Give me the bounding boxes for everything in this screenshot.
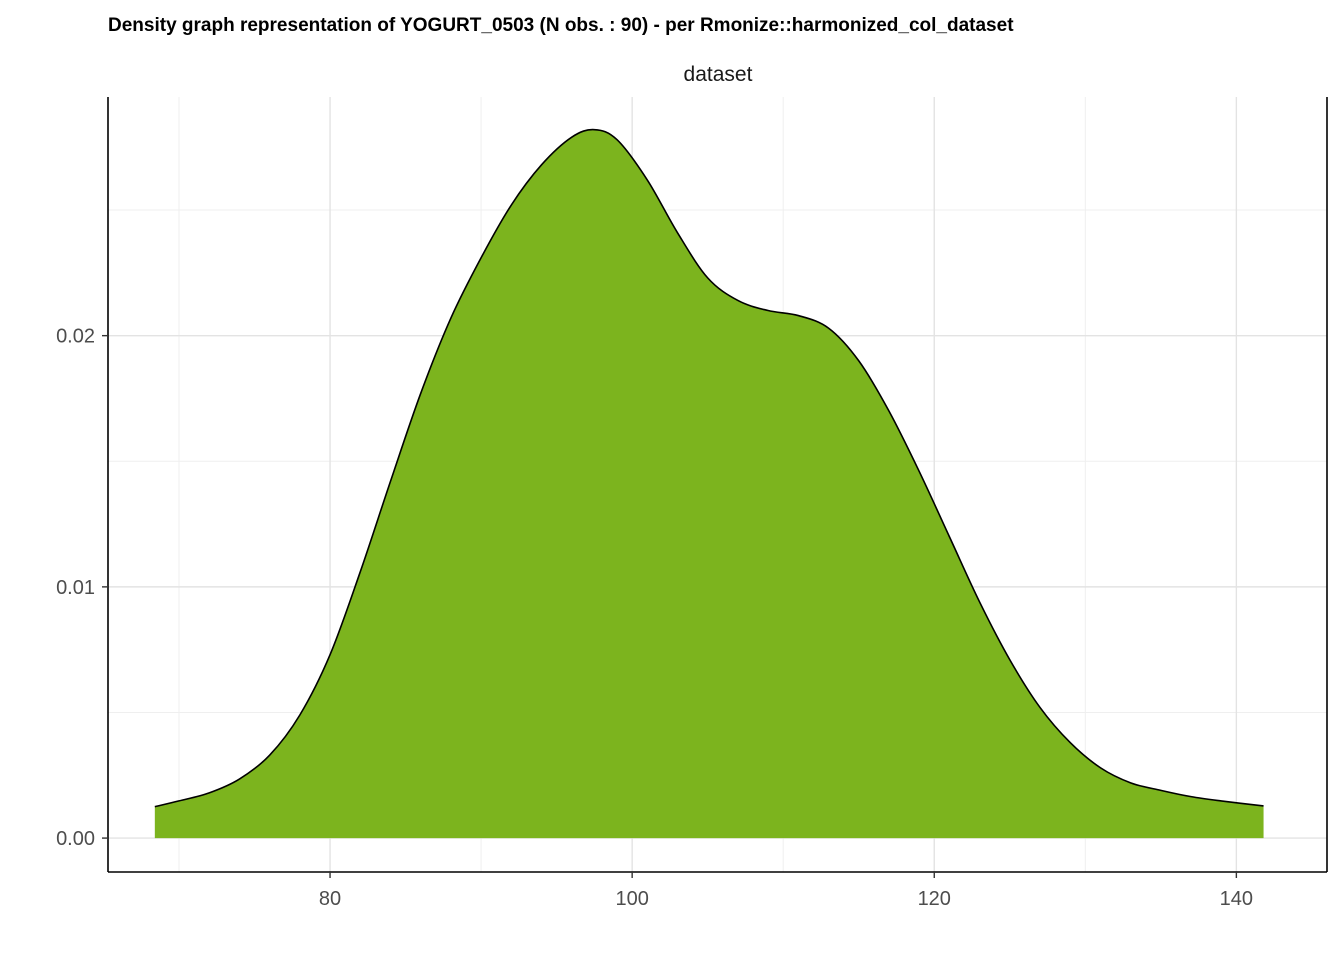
chart-title: Density graph representation of YOGURT_0… (108, 15, 1014, 36)
facet-label: dataset (684, 63, 753, 86)
y-tick-label: 0.01 (56, 577, 95, 599)
x-tick-label: 80 (319, 888, 341, 910)
y-tick-label: 0.00 (56, 828, 95, 850)
density-curve (154, 128, 1264, 808)
x-axis-ticks: 80 100 120 140 (319, 872, 1253, 910)
density-area-layer (154, 128, 1264, 839)
y-tick-label: 0.02 (56, 326, 95, 348)
axes (107, 97, 1328, 873)
y-axis-ticks: 0.00 0.01 0.02 (56, 326, 108, 850)
x-tick-label: 120 (918, 888, 951, 910)
x-tick-label: 140 (1220, 888, 1253, 910)
density-area (154, 129, 1264, 839)
x-tick-label: 100 (615, 888, 648, 910)
